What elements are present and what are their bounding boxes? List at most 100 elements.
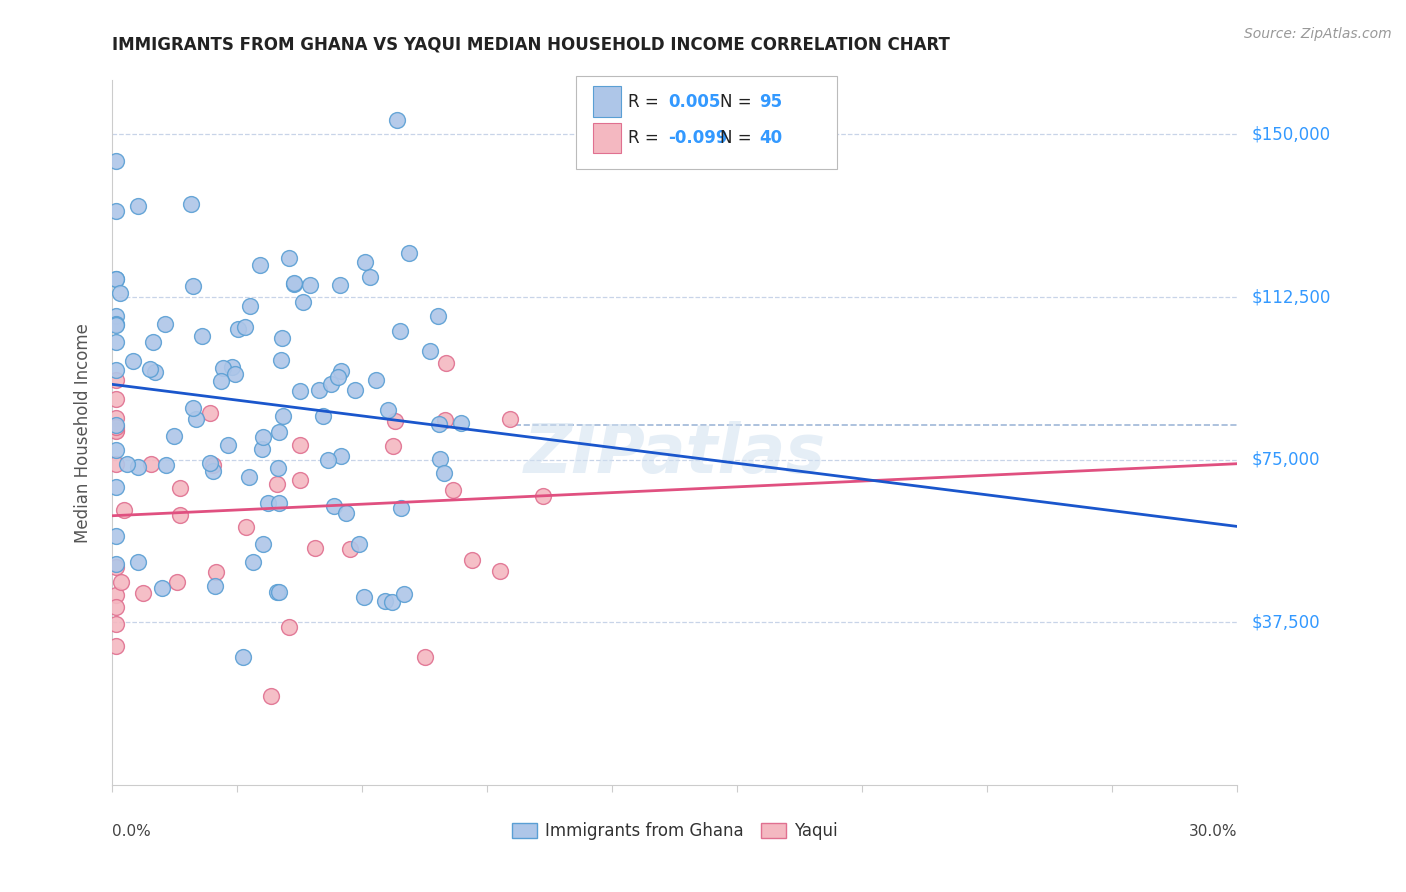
Point [105, 334, 128, 349]
Point [267, 584, 290, 599]
Point [270, 353, 292, 368]
Point [266, 584, 288, 599]
Point [105, 203, 128, 218]
Text: 30.0%: 30.0% [1189, 823, 1237, 838]
Point [382, 439, 405, 453]
Point [105, 317, 128, 331]
Point [427, 309, 450, 323]
Point [238, 470, 260, 484]
Point [288, 384, 311, 398]
Point [204, 565, 226, 579]
Point [139, 362, 162, 376]
Point [224, 367, 246, 381]
Point [191, 329, 214, 343]
Point [105, 363, 128, 377]
Point [434, 356, 457, 370]
Point [150, 581, 173, 595]
Point [321, 376, 343, 391]
Point [392, 587, 415, 601]
Point [202, 464, 225, 478]
Point [450, 416, 472, 430]
Point [330, 363, 353, 377]
Point [329, 278, 352, 293]
Point [232, 650, 254, 665]
Point [326, 369, 349, 384]
Point [252, 430, 274, 444]
Text: 0.0%: 0.0% [112, 823, 152, 838]
Text: $75,000: $75,000 [1251, 450, 1320, 468]
Text: 95: 95 [759, 93, 782, 111]
Point [105, 479, 128, 493]
Point [441, 483, 464, 497]
Text: -0.099: -0.099 [668, 129, 727, 147]
Point [198, 456, 221, 470]
Point [489, 564, 512, 578]
Point [298, 278, 321, 293]
Point [292, 295, 315, 310]
Text: Source: ZipAtlas.com: Source: ZipAtlas.com [1244, 27, 1392, 41]
Point [105, 529, 128, 543]
Point [353, 590, 375, 604]
Point [233, 319, 256, 334]
Point [105, 640, 128, 654]
Point [217, 438, 239, 452]
Point [105, 392, 128, 407]
Point [388, 324, 411, 338]
Point [381, 595, 404, 609]
Point [260, 690, 283, 704]
Point [269, 496, 291, 510]
Point [398, 246, 420, 260]
Point [385, 113, 408, 128]
Point [112, 502, 135, 516]
Point [377, 402, 399, 417]
Point [105, 457, 128, 471]
Point [105, 600, 128, 615]
Text: $150,000: $150,000 [1251, 126, 1330, 144]
Point [242, 555, 264, 569]
Point [115, 457, 138, 471]
Point [433, 413, 456, 427]
Point [139, 457, 162, 471]
Point [127, 199, 149, 213]
Point [278, 620, 301, 634]
Point [433, 467, 456, 481]
Point [267, 461, 290, 475]
Point [180, 197, 202, 211]
Text: N =: N = [720, 93, 756, 111]
Point [499, 412, 522, 426]
Point [183, 279, 205, 293]
Point [389, 500, 412, 515]
Text: R =: R = [628, 129, 665, 147]
Point [238, 299, 260, 313]
Point [155, 458, 177, 473]
Point [105, 272, 128, 286]
Point [347, 537, 370, 551]
Point [335, 507, 357, 521]
Point [202, 458, 225, 472]
Point [318, 452, 340, 467]
Point [427, 417, 450, 431]
Point [105, 423, 128, 437]
Point [105, 617, 128, 632]
Point [235, 520, 257, 534]
Point [339, 541, 361, 556]
Point [256, 496, 278, 510]
Point [278, 251, 301, 265]
Point [142, 334, 165, 349]
Point [266, 477, 288, 491]
Point [288, 473, 311, 487]
Point [145, 365, 167, 379]
Point [127, 460, 149, 475]
Point [198, 406, 221, 420]
Text: ZIPatlas: ZIPatlas [524, 421, 825, 487]
Point [267, 425, 290, 440]
Text: R =: R = [628, 93, 665, 111]
Point [169, 481, 191, 495]
Point [329, 449, 352, 463]
Point [105, 411, 128, 425]
Point [249, 258, 271, 272]
Point [419, 343, 441, 358]
Point [252, 536, 274, 550]
Point [122, 354, 145, 368]
Point [105, 318, 128, 332]
